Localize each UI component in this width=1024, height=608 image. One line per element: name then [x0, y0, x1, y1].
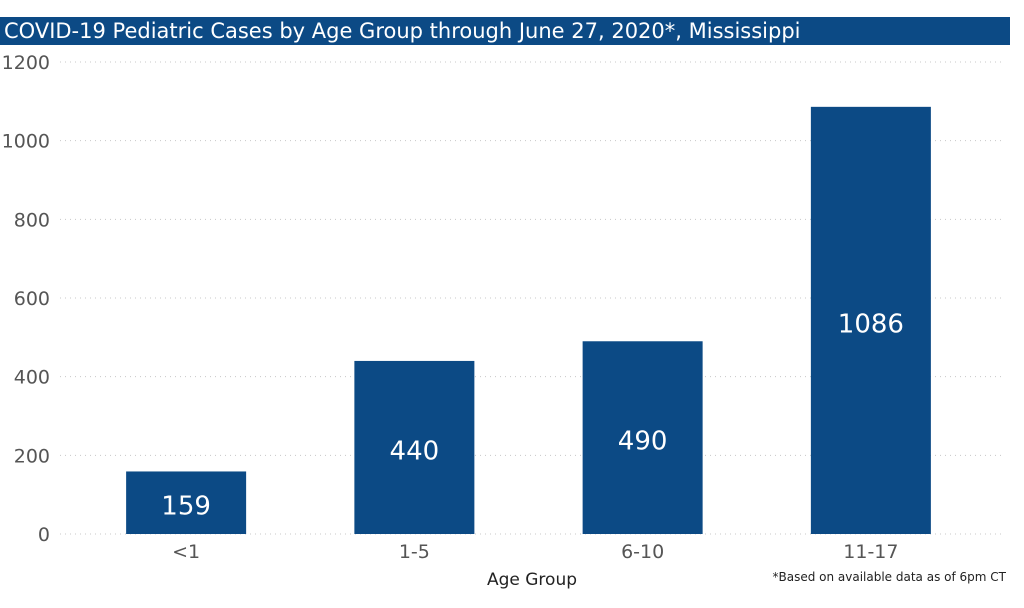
x-tick-label: 1-5: [399, 541, 430, 563]
bar-value-label: 159: [161, 492, 211, 522]
x-axis-label: Age Group: [487, 570, 577, 590]
y-tick-label: 200: [14, 445, 50, 467]
bar-value-label: 1086: [838, 309, 904, 339]
x-tick-label: 6-10: [621, 541, 664, 563]
bar: [354, 360, 475, 534]
bar: [126, 471, 247, 534]
y-tick-label: 0: [38, 524, 50, 546]
y-tick-label: 400: [14, 367, 50, 389]
x-tick-label: <1: [172, 541, 200, 563]
x-tick-label: 11-17: [843, 541, 898, 563]
chart-title: COVID-19 Pediatric Cases by Age Group th…: [0, 17, 1010, 45]
bar: [582, 341, 703, 534]
bar: [810, 106, 931, 534]
y-tick-label: 800: [14, 209, 50, 231]
bar-value-label: 490: [618, 427, 668, 457]
y-tick-label: 1000: [2, 131, 50, 153]
y-tick-label: 600: [14, 288, 50, 310]
bar-value-label: 440: [390, 436, 440, 466]
y-tick-label: 1200: [2, 52, 50, 74]
footnote: *Based on available data as of 6pm CT: [772, 570, 1006, 584]
x-axis: <1 1-5 6-10 11-17: [172, 541, 898, 563]
bars: 159 440 490 1086: [126, 106, 931, 534]
y-axis: 0 200 400 600 800 1000 1200: [2, 52, 50, 546]
